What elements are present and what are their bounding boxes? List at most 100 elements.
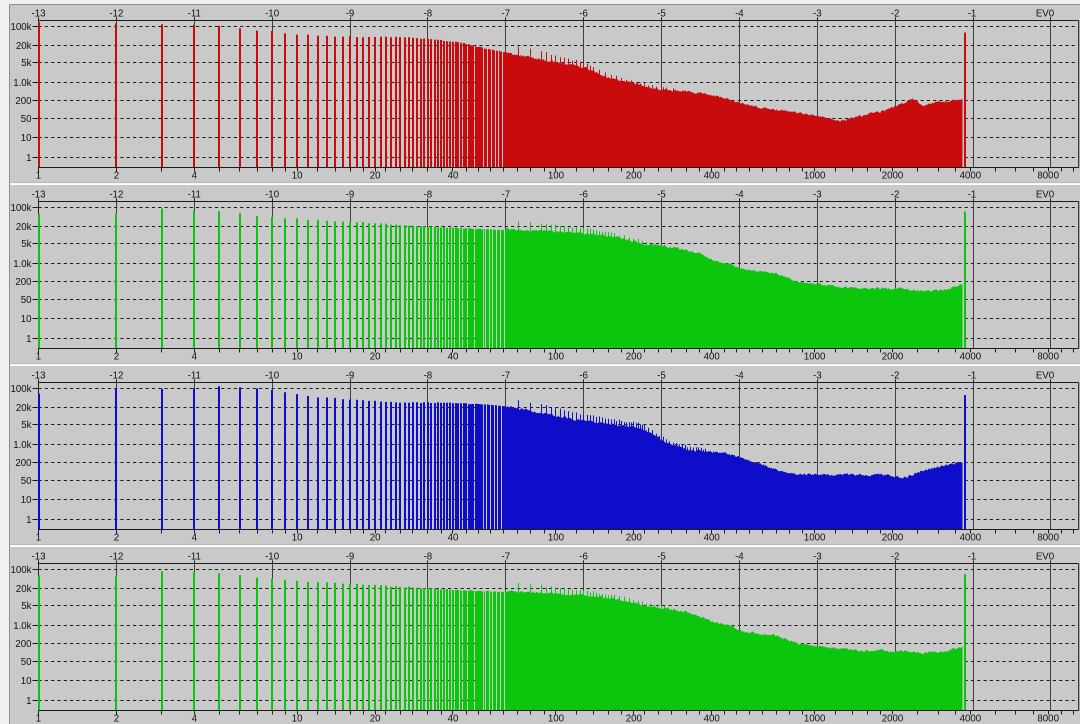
svg-text:4000: 4000 — [960, 714, 982, 724]
svg-text:1.0k: 1.0k — [13, 440, 31, 451]
svg-text:10: 10 — [292, 533, 303, 544]
svg-text:1.0k: 1.0k — [13, 621, 31, 632]
svg-text:2: 2 — [114, 352, 119, 363]
svg-text:-8: -8 — [424, 551, 433, 562]
svg-text:1: 1 — [26, 696, 31, 707]
svg-text:1: 1 — [26, 515, 31, 526]
svg-text:10: 10 — [21, 314, 32, 325]
svg-text:-1: -1 — [968, 370, 977, 381]
svg-text:2000: 2000 — [882, 533, 904, 544]
svg-text:1: 1 — [36, 533, 41, 544]
svg-text:50: 50 — [21, 657, 32, 668]
svg-text:10: 10 — [292, 352, 303, 363]
svg-text:-7: -7 — [501, 551, 510, 562]
svg-text:-13: -13 — [31, 8, 45, 19]
svg-text:2000: 2000 — [882, 171, 904, 182]
svg-text:1: 1 — [36, 171, 41, 182]
svg-text:5k: 5k — [21, 58, 31, 69]
svg-text:1: 1 — [26, 334, 31, 345]
svg-text:-12: -12 — [109, 551, 123, 562]
svg-text:50: 50 — [21, 476, 32, 487]
svg-text:200: 200 — [626, 352, 643, 363]
svg-text:-5: -5 — [657, 189, 666, 200]
svg-text:-12: -12 — [109, 189, 123, 200]
svg-text:20k: 20k — [16, 222, 32, 233]
svg-text:4: 4 — [192, 171, 198, 182]
svg-text:4000: 4000 — [960, 352, 982, 363]
svg-text:-4: -4 — [735, 370, 744, 381]
svg-text:-13: -13 — [31, 551, 45, 562]
svg-text:100: 100 — [548, 533, 565, 544]
svg-text:100k: 100k — [10, 203, 31, 214]
svg-text:-4: -4 — [735, 551, 744, 562]
svg-text:2: 2 — [114, 533, 119, 544]
svg-text:200: 200 — [626, 533, 643, 544]
svg-text:-4: -4 — [735, 8, 744, 19]
svg-text:-6: -6 — [579, 551, 588, 562]
svg-text:-1: -1 — [968, 189, 977, 200]
svg-text:-11: -11 — [188, 551, 201, 562]
svg-text:-5: -5 — [657, 370, 666, 381]
svg-text:2: 2 — [114, 714, 119, 724]
svg-text:10: 10 — [21, 676, 32, 687]
svg-text:-3: -3 — [813, 370, 822, 381]
svg-text:-3: -3 — [813, 189, 822, 200]
svg-text:20: 20 — [370, 533, 381, 544]
svg-text:-12: -12 — [109, 8, 123, 19]
svg-text:1.0k: 1.0k — [13, 78, 31, 89]
svg-text:40: 40 — [448, 533, 459, 544]
svg-text:1000: 1000 — [804, 714, 826, 724]
svg-text:200: 200 — [15, 458, 32, 469]
svg-text:20k: 20k — [16, 584, 32, 595]
svg-text:20: 20 — [370, 352, 381, 363]
svg-text:-1: -1 — [968, 551, 977, 562]
svg-text:-10: -10 — [265, 551, 280, 562]
svg-text:-13: -13 — [31, 189, 45, 200]
svg-text:-2: -2 — [891, 189, 900, 200]
svg-text:1: 1 — [26, 153, 31, 164]
svg-text:-7: -7 — [501, 370, 510, 381]
svg-text:100: 100 — [548, 714, 565, 724]
svg-text:-8: -8 — [424, 8, 433, 19]
svg-text:10: 10 — [21, 495, 32, 506]
svg-text:40: 40 — [448, 352, 459, 363]
svg-text:10: 10 — [292, 171, 303, 182]
svg-text:-2: -2 — [891, 370, 900, 381]
svg-text:EV0: EV0 — [1036, 8, 1055, 19]
svg-text:-5: -5 — [657, 551, 666, 562]
svg-text:-8: -8 — [424, 189, 433, 200]
svg-text:EV0: EV0 — [1036, 370, 1055, 381]
svg-text:-6: -6 — [579, 189, 588, 200]
svg-text:-5: -5 — [657, 8, 666, 19]
svg-text:4000: 4000 — [960, 171, 982, 182]
svg-text:-13: -13 — [31, 370, 45, 381]
svg-text:-9: -9 — [346, 8, 355, 19]
svg-text:200: 200 — [15, 96, 32, 107]
svg-text:4000: 4000 — [960, 533, 982, 544]
svg-text:200: 200 — [626, 714, 643, 724]
svg-text:10: 10 — [292, 714, 303, 724]
svg-text:10: 10 — [21, 133, 32, 144]
svg-text:-10: -10 — [265, 189, 280, 200]
svg-text:8000: 8000 — [1037, 714, 1059, 724]
svg-text:-6: -6 — [579, 8, 588, 19]
svg-text:8000: 8000 — [1037, 533, 1059, 544]
svg-text:-7: -7 — [501, 189, 510, 200]
svg-text:1: 1 — [36, 714, 41, 724]
svg-text:40: 40 — [448, 714, 459, 724]
svg-text:5k: 5k — [21, 601, 31, 612]
svg-text:-11: -11 — [188, 370, 201, 381]
svg-text:4: 4 — [192, 352, 198, 363]
svg-text:20: 20 — [370, 714, 381, 724]
svg-text:-3: -3 — [813, 551, 822, 562]
svg-text:20: 20 — [370, 171, 381, 182]
svg-text:20k: 20k — [16, 41, 32, 52]
svg-text:200: 200 — [626, 171, 643, 182]
svg-text:4: 4 — [192, 714, 198, 724]
svg-text:100k: 100k — [10, 384, 31, 395]
svg-text:-4: -4 — [735, 189, 744, 200]
svg-text:4: 4 — [192, 533, 198, 544]
svg-text:200: 200 — [15, 277, 32, 288]
svg-text:-9: -9 — [346, 189, 355, 200]
svg-text:200: 200 — [15, 639, 32, 650]
